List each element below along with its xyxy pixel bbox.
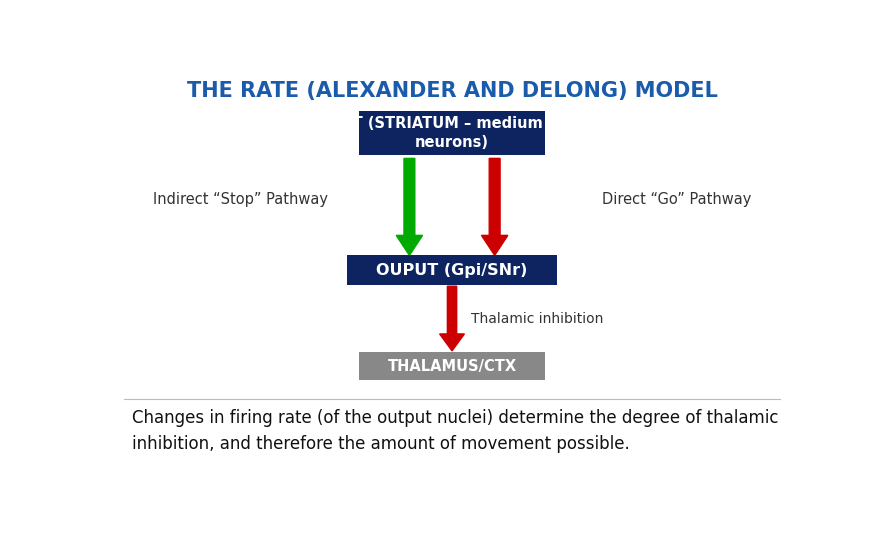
Text: OUPUT (Gpi/SNr): OUPUT (Gpi/SNr) bbox=[377, 263, 527, 278]
FancyBboxPatch shape bbox=[359, 111, 545, 155]
Text: Thalamic inhibition: Thalamic inhibition bbox=[471, 311, 603, 325]
Text: Direct “Go” Pathway: Direct “Go” Pathway bbox=[602, 192, 751, 207]
Text: Indirect “Stop” Pathway: Indirect “Stop” Pathway bbox=[153, 192, 328, 207]
FancyArrow shape bbox=[482, 158, 508, 256]
FancyArrow shape bbox=[396, 158, 422, 256]
Text: THE RATE (ALEXANDER AND DELONG) MODEL: THE RATE (ALEXANDER AND DELONG) MODEL bbox=[187, 82, 717, 101]
FancyBboxPatch shape bbox=[359, 352, 545, 380]
Text: INPUT (STRIATUM – medium spiny
neurons): INPUT (STRIATUM – medium spiny neurons) bbox=[312, 116, 592, 150]
FancyArrow shape bbox=[439, 286, 465, 351]
FancyBboxPatch shape bbox=[348, 256, 557, 285]
Text: Changes in firing rate (of the output nuclei) determine the degree of thalamic
i: Changes in firing rate (of the output nu… bbox=[132, 409, 779, 453]
Text: THALAMUS/CTX: THALAMUS/CTX bbox=[387, 359, 517, 374]
